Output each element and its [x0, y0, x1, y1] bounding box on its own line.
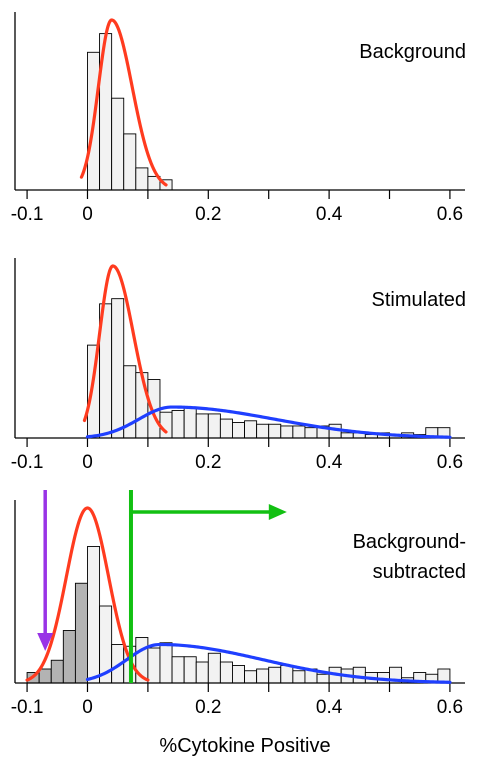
x-tick-label: 0.6 — [437, 452, 463, 473]
histogram-bar — [280, 665, 294, 684]
green-threshold-arrow-head — [268, 504, 287, 520]
histogram-bar — [232, 422, 245, 439]
x-tick-label: 0.6 — [437, 204, 463, 225]
x-tick-label: 0.2 — [195, 204, 221, 225]
x-tick-label: 0.2 — [195, 697, 221, 718]
histogram-bar — [195, 413, 209, 439]
x-tick-label: 0.4 — [316, 452, 343, 473]
histogram-bar — [171, 656, 185, 684]
panel-2: -0.1 0 0.2 0.4 0.6 Background-subtracted — [11, 490, 466, 718]
histogram-bar — [292, 670, 306, 684]
histogram-bar — [62, 630, 76, 684]
fit-curve — [85, 642, 452, 684]
histogram-bar — [292, 425, 306, 439]
x-tick-label: 0.4 — [316, 204, 343, 225]
histogram-bar — [244, 670, 258, 684]
histogram-bar — [111, 298, 125, 439]
histogram-bar — [340, 432, 354, 439]
histogram-bar — [159, 642, 173, 684]
panel-label: Stimulated — [372, 289, 467, 311]
panel-0: -0.1 0 0.2 0.4 0.6 Background — [11, 12, 466, 225]
histogram-bar — [38, 668, 52, 684]
histogram-bar — [195, 661, 209, 684]
histogram-bar — [256, 668, 270, 684]
x-tick-label: 0 — [82, 452, 93, 473]
histogram-bar — [123, 133, 137, 191]
histogram-bar — [183, 656, 197, 684]
x-axis-label: %Cytokine Positive — [159, 735, 330, 757]
panel-label: Background — [359, 41, 466, 63]
panel-label: Background- — [353, 531, 466, 553]
histogram-bar — [232, 665, 245, 684]
histogram-bar — [147, 647, 161, 684]
histogram-bar — [74, 582, 88, 684]
histogram-bar — [316, 673, 330, 684]
histogram-bar — [280, 425, 294, 439]
histogram-bar — [219, 661, 233, 684]
histogram-bar — [50, 659, 64, 684]
x-tick-label: 0 — [82, 697, 93, 718]
histogram-bar — [111, 97, 125, 191]
histogram-bar — [159, 411, 173, 439]
panel-label: subtracted — [373, 561, 466, 583]
histogram-bar — [207, 413, 221, 439]
fit-curve — [79, 18, 168, 187]
x-tick-label: 0.6 — [437, 697, 463, 718]
histogram-bar — [135, 167, 149, 191]
x-tick-label: 0.4 — [316, 697, 343, 718]
x-tick-label: 0.2 — [195, 452, 221, 473]
x-tick-label: -0.1 — [11, 204, 44, 225]
x-tick-label: -0.1 — [11, 697, 44, 718]
histogram-bar — [268, 666, 282, 684]
histogram-bar — [304, 427, 318, 439]
histogram-bar — [171, 410, 185, 439]
fit-curve — [25, 506, 150, 682]
histogram-bar — [256, 423, 270, 439]
x-tick-label: -0.1 — [11, 452, 44, 473]
x-tick-label: 0 — [82, 204, 93, 225]
histogram-bar — [87, 546, 101, 684]
histogram-bar — [135, 372, 149, 439]
histogram-bar — [268, 423, 282, 439]
histogram-bar — [244, 420, 258, 439]
histogram-bar — [207, 652, 221, 684]
fit-curve — [85, 405, 452, 439]
panel-1: -0.1 0 0.2 0.4 0.6 Stimulated — [11, 258, 466, 473]
histogram-bar — [219, 418, 233, 439]
purple-threshold-arrow-head — [37, 633, 54, 651]
histogram-bar — [183, 406, 197, 439]
